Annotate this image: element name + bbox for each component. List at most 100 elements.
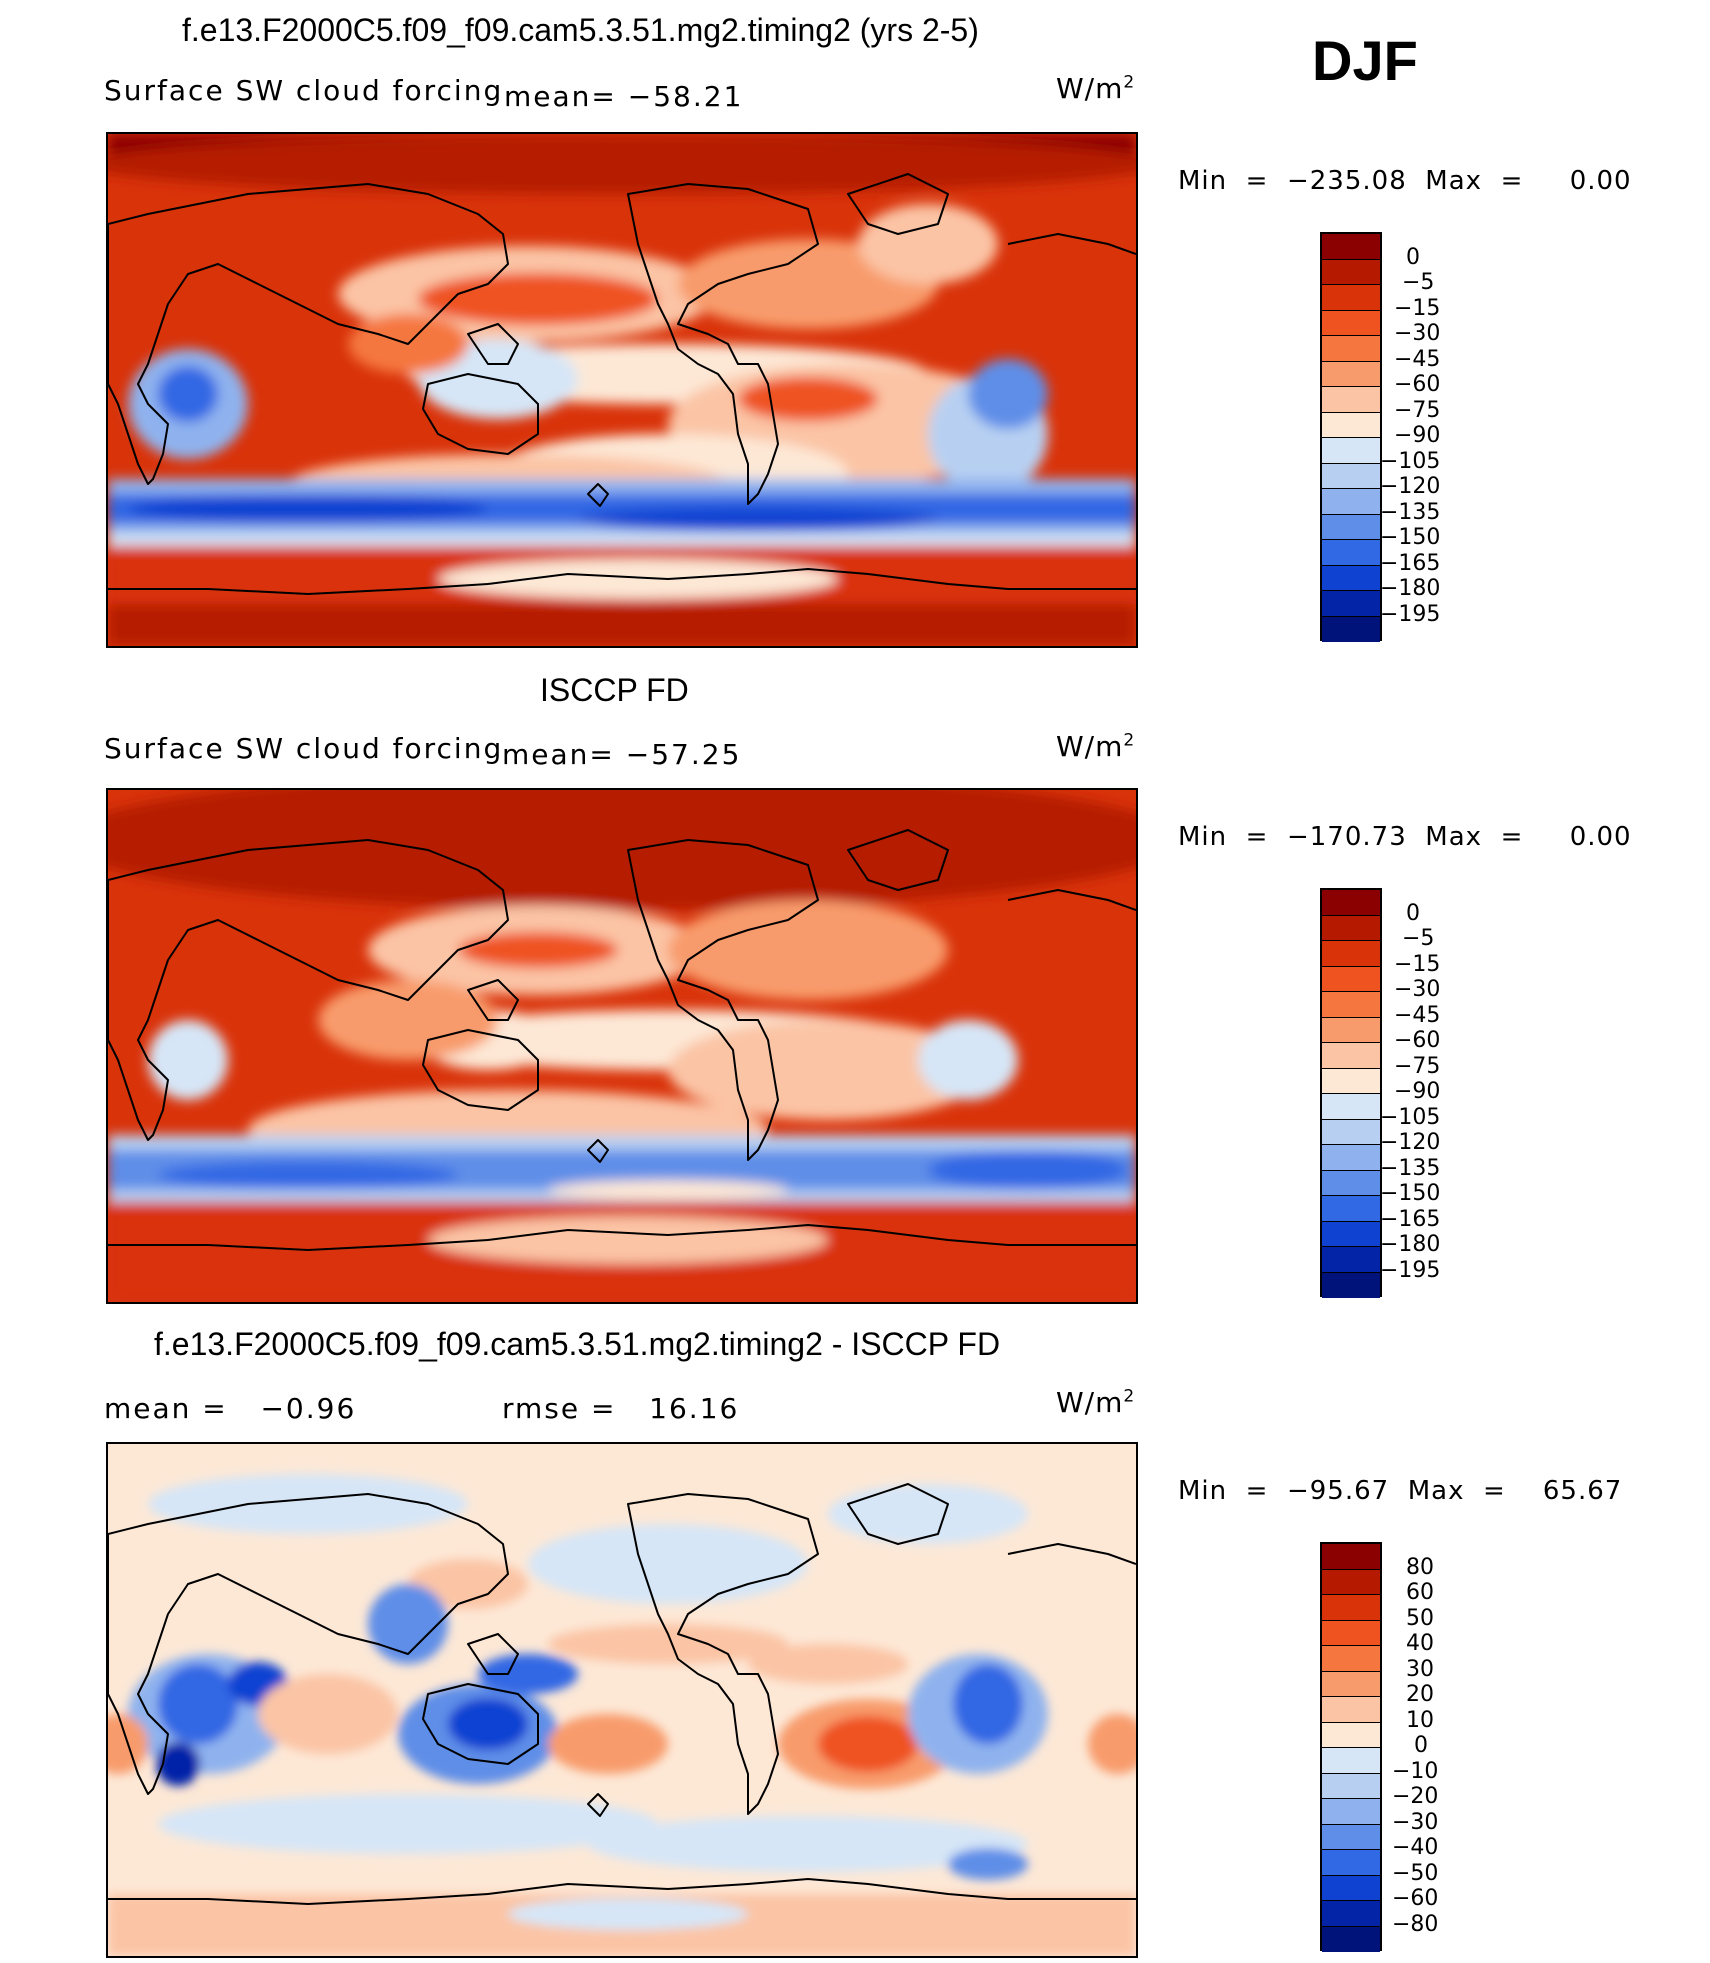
colorbar-tick: −180 [1380,1232,1441,1257]
colorbar-swatch [1322,565,1380,591]
colorbar-tick: −5 [1402,270,1435,295]
colorbar-swatch [1322,1697,1380,1723]
colorbar-tick: −195 [1380,1258,1441,1283]
colorbar-tick: 40 [1406,1631,1434,1656]
colorbar-swatch [1322,941,1380,967]
colorbar-tick: −105 [1380,1105,1441,1130]
colorbar-swatch [1322,1926,1380,1952]
colorbar-difference [1320,1542,1382,1952]
colorbar-swatch [1322,540,1380,566]
colorbar-tick: −15 [1394,296,1441,321]
variable-label: Surface SW cloud forcing [104,74,504,107]
colorbar-tick: −165 [1380,1207,1441,1232]
colorbar-swatch [1322,1094,1380,1120]
colorbar-swatch [1322,310,1380,336]
map-observation [106,788,1138,1304]
colorbar-tick: −40 [1392,1835,1439,1860]
colorbar-tick: −105 [1380,449,1441,474]
map-difference [106,1442,1138,1958]
colorbar-tick: −120 [1380,1130,1441,1155]
map-model [106,132,1138,648]
units-label: W/m2 [1056,72,1136,105]
panel-title: f.e13.F2000C5.f09_f09.cam5.3.51.mg2.timi… [182,12,979,48]
colorbar-swatch [1322,1595,1380,1621]
colorbar-tick: −30 [1392,1810,1439,1835]
colorbar-swatch [1322,992,1380,1018]
panel-title: f.e13.F2000C5.f09_f09.cam5.3.51.mg2.timi… [154,1326,1001,1362]
colorbar-swatch [1322,438,1380,464]
colorbar-swatch [1322,1901,1380,1927]
colorbar-swatch [1322,489,1380,515]
colorbar-swatch [1322,387,1380,413]
colorbar-tick: 0 [1406,901,1420,926]
colorbar-tick: 0 [1414,1733,1428,1758]
colorbar-tick: −50 [1392,1861,1439,1886]
colorbar-swatch [1322,966,1380,992]
colorbar-swatch [1322,463,1380,489]
colorbar-tick: 30 [1406,1657,1434,1682]
colorbar-tick: −30 [1394,977,1441,1002]
colorbar-swatch [1322,361,1380,387]
colorbar-tick: −45 [1394,347,1441,372]
colorbar-tick: −60 [1394,372,1441,397]
colorbar-tick: −150 [1380,525,1441,550]
rmse-label: rmse = 16.16 [502,1392,740,1425]
colorbar-tick: −60 [1392,1886,1439,1911]
colorbar-swatch [1322,915,1380,941]
colorbar-swatch [1322,285,1380,311]
colorbar-swatch [1322,1646,1380,1672]
colorbar-tick: −5 [1402,926,1435,951]
colorbar-swatch [1322,1119,1380,1145]
colorbar-swatch [1322,259,1380,285]
colorbar-tick: −15 [1394,952,1441,977]
colorbar-swatch [1322,1748,1380,1774]
colorbar-tick: −120 [1380,474,1441,499]
colorbar-swatch [1322,1170,1380,1196]
panel-title: ISCCP FD [540,672,689,708]
colorbar-swatch [1322,234,1380,260]
colorbar-swatch [1322,1875,1380,1901]
colorbar-swatch [1322,1824,1380,1850]
colorbar-swatch [1322,412,1380,438]
colorbar-swatch [1322,1620,1380,1646]
colorbar-tick: −80 [1392,1912,1439,1937]
colorbar-swatch [1322,1544,1380,1570]
colorbar-swatch [1322,890,1380,916]
colorbar-swatch [1322,591,1380,617]
colorbar-tick: −150 [1380,1181,1441,1206]
colorbar-tick: 50 [1406,1606,1434,1631]
minmax-readout: Min = −235.08 Max = 0.00 [1178,166,1632,196]
units-label: W/m2 [1056,1386,1136,1419]
colorbar-tick: −165 [1380,551,1441,576]
colorbar-tick: 0 [1406,245,1420,270]
colorbar-swatch [1322,1799,1380,1825]
colorbar-tick: −45 [1394,1003,1441,1028]
colorbar-tick: −135 [1380,1156,1441,1181]
colorbar-tick: 60 [1406,1580,1434,1605]
colorbar-swatch [1322,1850,1380,1876]
colorbar-tick: −20 [1392,1784,1439,1809]
colorbar-swatch [1322,1221,1380,1247]
colorbar-swatch [1322,1773,1380,1799]
colorbar-swatch [1322,1017,1380,1043]
minmax-readout: Min = −95.67 Max = 65.67 [1178,1476,1623,1506]
colorbar-swatch [1322,616,1380,642]
season-label: DJF [1312,29,1418,92]
colorbar-swatch [1322,1068,1380,1094]
colorbar-swatch [1322,514,1380,540]
colorbar-tick: −75 [1394,398,1441,423]
colorbar-tick: −90 [1394,1079,1441,1104]
colorbar-tick: −75 [1394,1054,1441,1079]
colorbar-swatch [1322,1722,1380,1748]
colorbar-observation [1320,888,1382,1298]
colorbar-tick: −195 [1380,602,1441,627]
colorbar-swatch [1322,1272,1380,1298]
colorbar-tick: −90 [1394,423,1441,448]
colorbar-tick: −60 [1394,1028,1441,1053]
colorbar-tick: 80 [1406,1555,1434,1580]
units-label: W/m2 [1056,730,1136,763]
colorbar-swatch [1322,336,1380,362]
colorbar-swatch [1322,1671,1380,1697]
mean-label: mean= −57.25 [502,738,742,771]
colorbar-tick: −30 [1394,321,1441,346]
